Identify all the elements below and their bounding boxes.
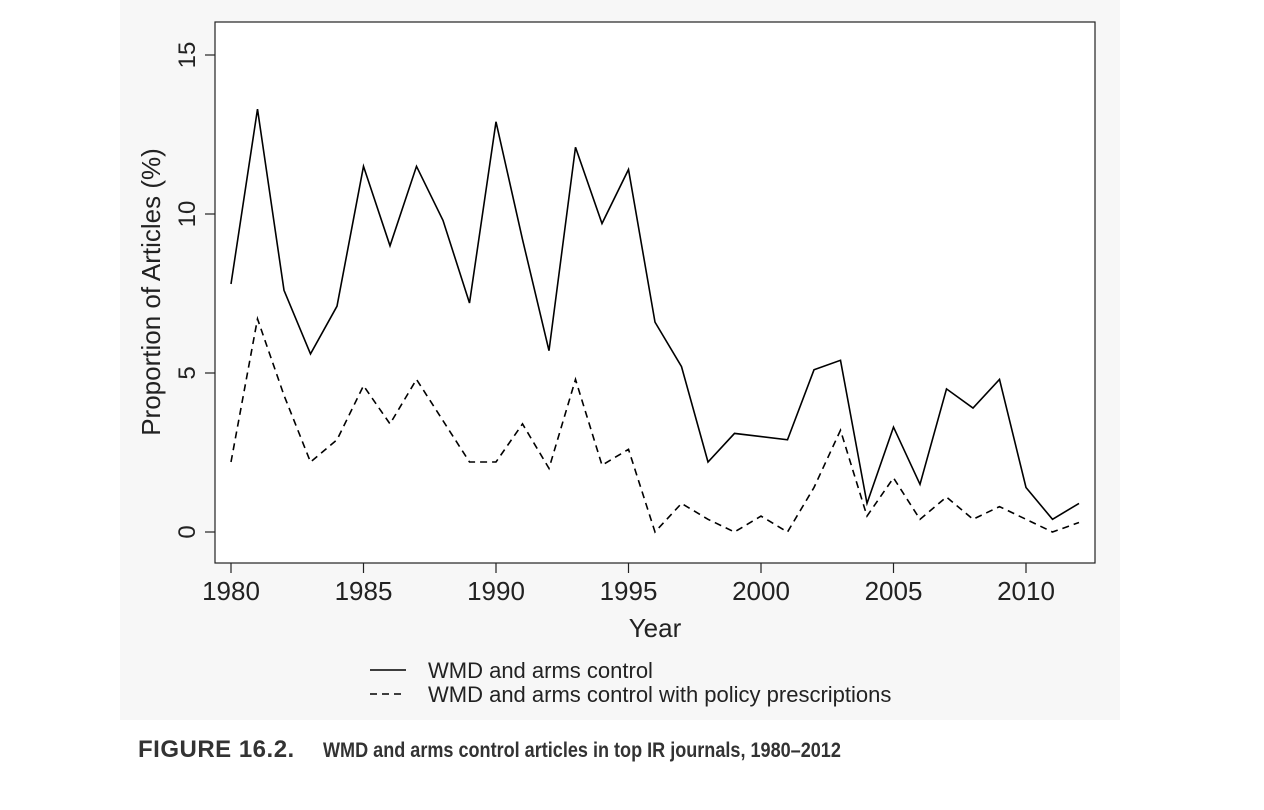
series-line-2 <box>230 315 1080 534</box>
x-tick-label: 2010 <box>997 576 1055 606</box>
x-tick-label: 1990 <box>467 576 525 606</box>
legend-label-2: WMD and arms control with policy prescri… <box>428 682 891 707</box>
y-tick-label: 5 <box>174 366 201 379</box>
y-axis-label: Proportion of Articles (%) <box>136 148 166 436</box>
x-tick-label: 1985 <box>335 576 393 606</box>
figure-caption: FIGURE 16.2. WMD and arms control articl… <box>138 736 925 770</box>
legend-label-1: WMD and arms control <box>428 658 653 683</box>
x-tick-label: 1995 <box>600 576 658 606</box>
chart-panel: 0 5 10 15 1980 1985 1990 1995 2000 2005 2010 Year Pr… <box>120 0 1120 720</box>
x-tick-label: 1980 <box>202 576 260 606</box>
figure-number: FIGURE 16.2. <box>138 736 295 763</box>
series-line-1 <box>230 108 1080 521</box>
y-tick-label: 0 <box>174 525 201 538</box>
figure-title: WMD and arms control articles in top IR … <box>322 739 841 762</box>
x-axis-label: Year <box>629 613 682 643</box>
y-tick-label: 10 <box>174 201 201 228</box>
y-tick-label: 15 <box>174 42 201 69</box>
x-tick-label: 2000 <box>732 576 790 606</box>
line-chart: 0 5 10 15 1980 1985 1990 1995 2000 2005 2010 Year Pr… <box>136 21 1096 707</box>
plot-frame <box>214 21 1096 564</box>
x-tick-label: 2005 <box>865 576 923 606</box>
